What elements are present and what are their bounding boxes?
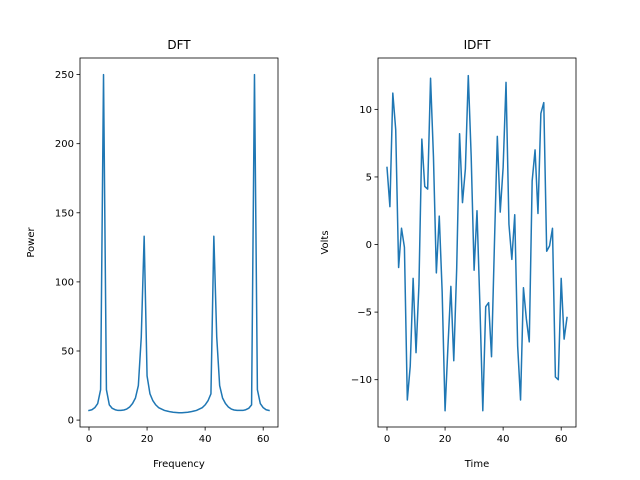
x-tick-label: 0 (384, 434, 390, 445)
x-tick-label: 0 (86, 434, 92, 445)
y-tick-label: 10 (359, 105, 372, 116)
y-tick-label: −10 (351, 375, 372, 386)
x-tick-label: 20 (141, 434, 154, 445)
x-tick-label: 40 (497, 434, 510, 445)
chart-idft: 0 20 40 60 −10 −5 0 5 10 IDFT Time Volts (320, 38, 577, 470)
chart-title: IDFT (464, 38, 491, 52)
y-tick-label: 100 (55, 277, 74, 288)
y-axis-label: Volts (320, 230, 331, 254)
y-tick-label: 200 (55, 139, 74, 150)
y-tick-label: 50 (61, 346, 74, 357)
series-line (88, 73, 270, 414)
series-line (386, 74, 568, 412)
x-tick-label: 40 (199, 434, 212, 445)
x-axis-label: Frequency (153, 459, 205, 470)
y-tick-label: −5 (357, 308, 372, 319)
y-tick-label: 0 (68, 416, 74, 427)
plot-frame (377, 57, 577, 428)
y-tick-label: 150 (55, 208, 74, 219)
x-axis-label: Time (464, 459, 489, 470)
y-tick-label: 250 (55, 70, 74, 81)
y-tick-label: 5 (366, 172, 372, 183)
y-axis-label: Power (26, 226, 37, 257)
y-tick-label: 0 (366, 240, 372, 251)
chart-dft: 0 20 40 60 0 50 100 150 200 250 DFT Frequency Power (26, 38, 279, 470)
x-tick-label: 20 (439, 434, 452, 445)
plot-frame (79, 57, 279, 428)
x-tick-label: 60 (257, 434, 270, 445)
chart-title: DFT (167, 38, 191, 52)
x-tick-label: 60 (555, 434, 568, 445)
